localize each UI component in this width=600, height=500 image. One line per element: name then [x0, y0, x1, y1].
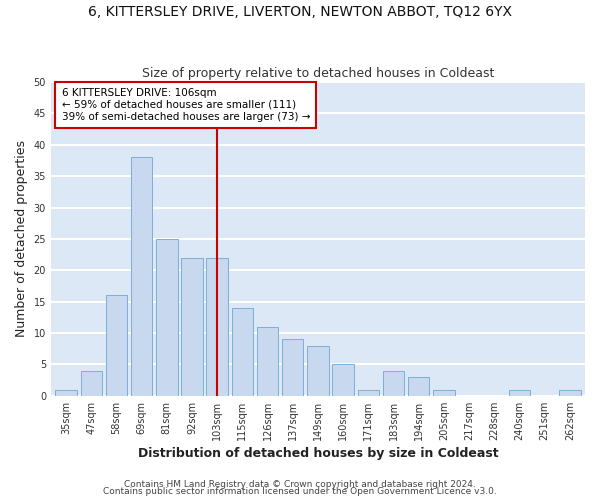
- Title: Size of property relative to detached houses in Coldeast: Size of property relative to detached ho…: [142, 66, 494, 80]
- Bar: [433, 390, 455, 396]
- Bar: [332, 364, 354, 396]
- Bar: [55, 390, 77, 396]
- Text: 6, KITTERSLEY DRIVE, LIVERTON, NEWTON ABBOT, TQ12 6YX: 6, KITTERSLEY DRIVE, LIVERTON, NEWTON AB…: [88, 5, 512, 19]
- Bar: [131, 158, 152, 396]
- Bar: [383, 370, 404, 396]
- Bar: [232, 308, 253, 396]
- Bar: [106, 296, 127, 396]
- Text: Contains HM Land Registry data © Crown copyright and database right 2024.: Contains HM Land Registry data © Crown c…: [124, 480, 476, 489]
- Bar: [80, 370, 102, 396]
- Bar: [206, 258, 228, 396]
- Bar: [358, 390, 379, 396]
- Y-axis label: Number of detached properties: Number of detached properties: [15, 140, 28, 338]
- Bar: [181, 258, 203, 396]
- Bar: [559, 390, 581, 396]
- Text: Contains public sector information licensed under the Open Government Licence v3: Contains public sector information licen…: [103, 487, 497, 496]
- Bar: [408, 377, 430, 396]
- Bar: [257, 327, 278, 396]
- Bar: [282, 340, 304, 396]
- X-axis label: Distribution of detached houses by size in Coldeast: Distribution of detached houses by size …: [137, 447, 498, 460]
- Bar: [307, 346, 329, 396]
- Bar: [509, 390, 530, 396]
- Text: 6 KITTERSLEY DRIVE: 106sqm
← 59% of detached houses are smaller (111)
39% of sem: 6 KITTERSLEY DRIVE: 106sqm ← 59% of deta…: [62, 88, 310, 122]
- Bar: [156, 239, 178, 396]
